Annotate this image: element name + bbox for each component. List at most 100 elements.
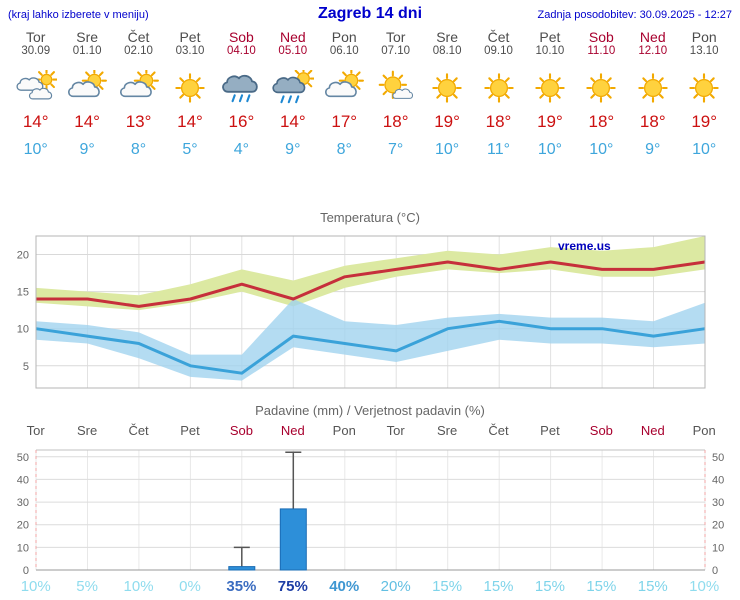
- day-name: Sob: [228, 29, 254, 45]
- location-hint: (kraj lahko izberete v meniju): [8, 9, 149, 21]
- precip-day-label: Čet: [128, 423, 149, 438]
- precip-probability-label: 15%: [637, 577, 668, 595]
- day-column: Pet 03.10 14° 5°: [164, 29, 215, 160]
- day-date: 01.10: [72, 45, 102, 57]
- svg-text:20: 20: [712, 520, 724, 532]
- low-temp-label: 8°: [130, 141, 147, 158]
- day-column: Čet 02.10 13° 8°: [113, 29, 164, 160]
- precip-day-label: Sre: [77, 423, 98, 438]
- header: (kraj lahko izberete v meniju) Zagreb 14…: [0, 0, 740, 23]
- day-date: 30.09: [21, 45, 51, 57]
- day-column: Ned 05.10 14° 9°: [267, 29, 318, 160]
- high-temp-label: 18°: [382, 112, 409, 131]
- day-date: 13.10: [689, 45, 719, 57]
- low-temp-label: 10°: [537, 141, 563, 158]
- sunny-icon: [473, 69, 524, 107]
- day-name: Sre: [436, 29, 458, 45]
- sunny-icon: [678, 69, 729, 107]
- temperature-chart-title: Temperatura (°C): [320, 210, 420, 225]
- precip-day-label: Sob: [589, 423, 613, 438]
- day-name: Pet: [179, 29, 201, 45]
- watermark: vreme.us: [558, 239, 611, 253]
- low-temp-label: 8°: [336, 141, 352, 158]
- sunny-icon: [164, 69, 215, 107]
- low-temp-label: 10°: [589, 141, 614, 158]
- day-date: 03.10: [175, 45, 205, 57]
- high-temp-label: 14°: [177, 112, 203, 131]
- partly-cloudy-icon: [319, 69, 370, 107]
- precip-probability-label: 75%: [277, 577, 308, 595]
- low-temp-label: 10°: [434, 141, 460, 158]
- day-name: Sre: [76, 29, 99, 45]
- high-temp-label: 18°: [588, 112, 615, 131]
- last-updated: Zadnja posodobitev: 30.09.2025 - 12:27: [537, 9, 732, 21]
- precip-day-label: Ned: [280, 423, 305, 438]
- day-column: Sob 04.10 16° 4°: [216, 29, 267, 160]
- high-temp-label: 13°: [125, 112, 152, 131]
- day-name: Pon: [691, 29, 717, 45]
- precipitation-chart: 0 0 10 10 20 20 30 30 40 40 50 50: [17, 449, 724, 576]
- sunny-icon: [524, 69, 575, 107]
- partly-cloudy-icon: [61, 69, 112, 107]
- page-title: Zagreb 14 dni: [317, 5, 423, 22]
- day-name: Ned: [639, 29, 666, 45]
- day-date: 04.10: [227, 45, 256, 57]
- high-temp-label: 18°: [639, 112, 666, 131]
- svg-text:20: 20: [17, 520, 29, 532]
- precip-day-label: Tor: [26, 423, 45, 438]
- day-column: Ned 12.10 18° 9°: [627, 29, 678, 160]
- low-temp-label: 9°: [79, 141, 95, 158]
- high-temp-label: 18°: [485, 112, 512, 131]
- svg-text:30: 30: [712, 497, 724, 509]
- precip-probability-row: 10% 5% 10% 0% 35% 75% 40% 20% 15% 15% 15% 15% 15% 10%: [0, 576, 740, 596]
- sunny-icon: [576, 69, 627, 107]
- low-temp-label: 5°: [182, 141, 198, 158]
- day-name: Pon: [331, 29, 357, 45]
- day-date: 02.10: [124, 45, 153, 57]
- day-name: Ned: [279, 29, 306, 45]
- day-name: Tor: [25, 29, 46, 45]
- precip-probability-label: 10%: [20, 577, 51, 595]
- sunny-icon: [627, 69, 678, 107]
- precip-probability-label: 10%: [689, 577, 720, 595]
- high-temp-label: 14°: [22, 112, 49, 131]
- day-name: Čet: [127, 29, 150, 45]
- day-column: Pon 13.10 19° 10°: [678, 29, 729, 160]
- day-column: Sre 01.10 14° 9°: [61, 29, 112, 160]
- precip-day-label: Tor: [386, 423, 405, 438]
- high-temp-label: 17°: [331, 112, 358, 131]
- svg-text:30: 30: [17, 497, 29, 509]
- low-temp-label: 10°: [692, 141, 717, 158]
- precip-probability-label: 5%: [76, 577, 98, 595]
- high-temp-label: 19°: [434, 112, 460, 131]
- svg-text:50: 50: [17, 452, 29, 464]
- high-temp-label: 14°: [279, 112, 306, 131]
- svg-text:50: 50: [712, 452, 724, 464]
- precip-probability-label: 35%: [226, 577, 257, 595]
- svg-text:10: 10: [712, 542, 724, 554]
- day-name: Sob: [588, 29, 614, 45]
- precip-day-label: Sre: [436, 423, 458, 438]
- precip-probability-label: 20%: [380, 577, 411, 595]
- svg-text:5: 5: [23, 361, 29, 373]
- day-date: 07.10: [381, 45, 411, 57]
- precip-day-label: Pon: [332, 423, 356, 438]
- precip-probability-label: 15%: [534, 577, 565, 595]
- mostly-sunny-icon: [370, 69, 421, 107]
- precip-day-label: Čet: [488, 423, 509, 438]
- day-name: Čet: [487, 29, 510, 45]
- day-column: Tor 07.10 18° 7°: [370, 29, 421, 160]
- low-temp-label: 4°: [233, 141, 250, 158]
- precip-probability-label: 15%: [432, 577, 463, 595]
- low-temp-label: 10°: [23, 141, 48, 158]
- precip-day-labels: Tor Sre Čet Pet Sob Ned Pon Tor Sre Čet Pet Sob Ned P…: [0, 423, 740, 440]
- svg-text:40: 40: [712, 474, 724, 486]
- rain-showers-icon: [267, 69, 318, 107]
- high-temp-label: 14°: [74, 112, 100, 131]
- low-temp-label: 11°: [487, 141, 511, 158]
- partly-cloudy-icon: [113, 69, 164, 107]
- day-column: Tor 30.09 14° 10°: [10, 29, 61, 160]
- day-name: Pet: [539, 29, 561, 45]
- high-temp-label: 19°: [691, 112, 718, 131]
- low-temp-label: 9°: [645, 141, 661, 158]
